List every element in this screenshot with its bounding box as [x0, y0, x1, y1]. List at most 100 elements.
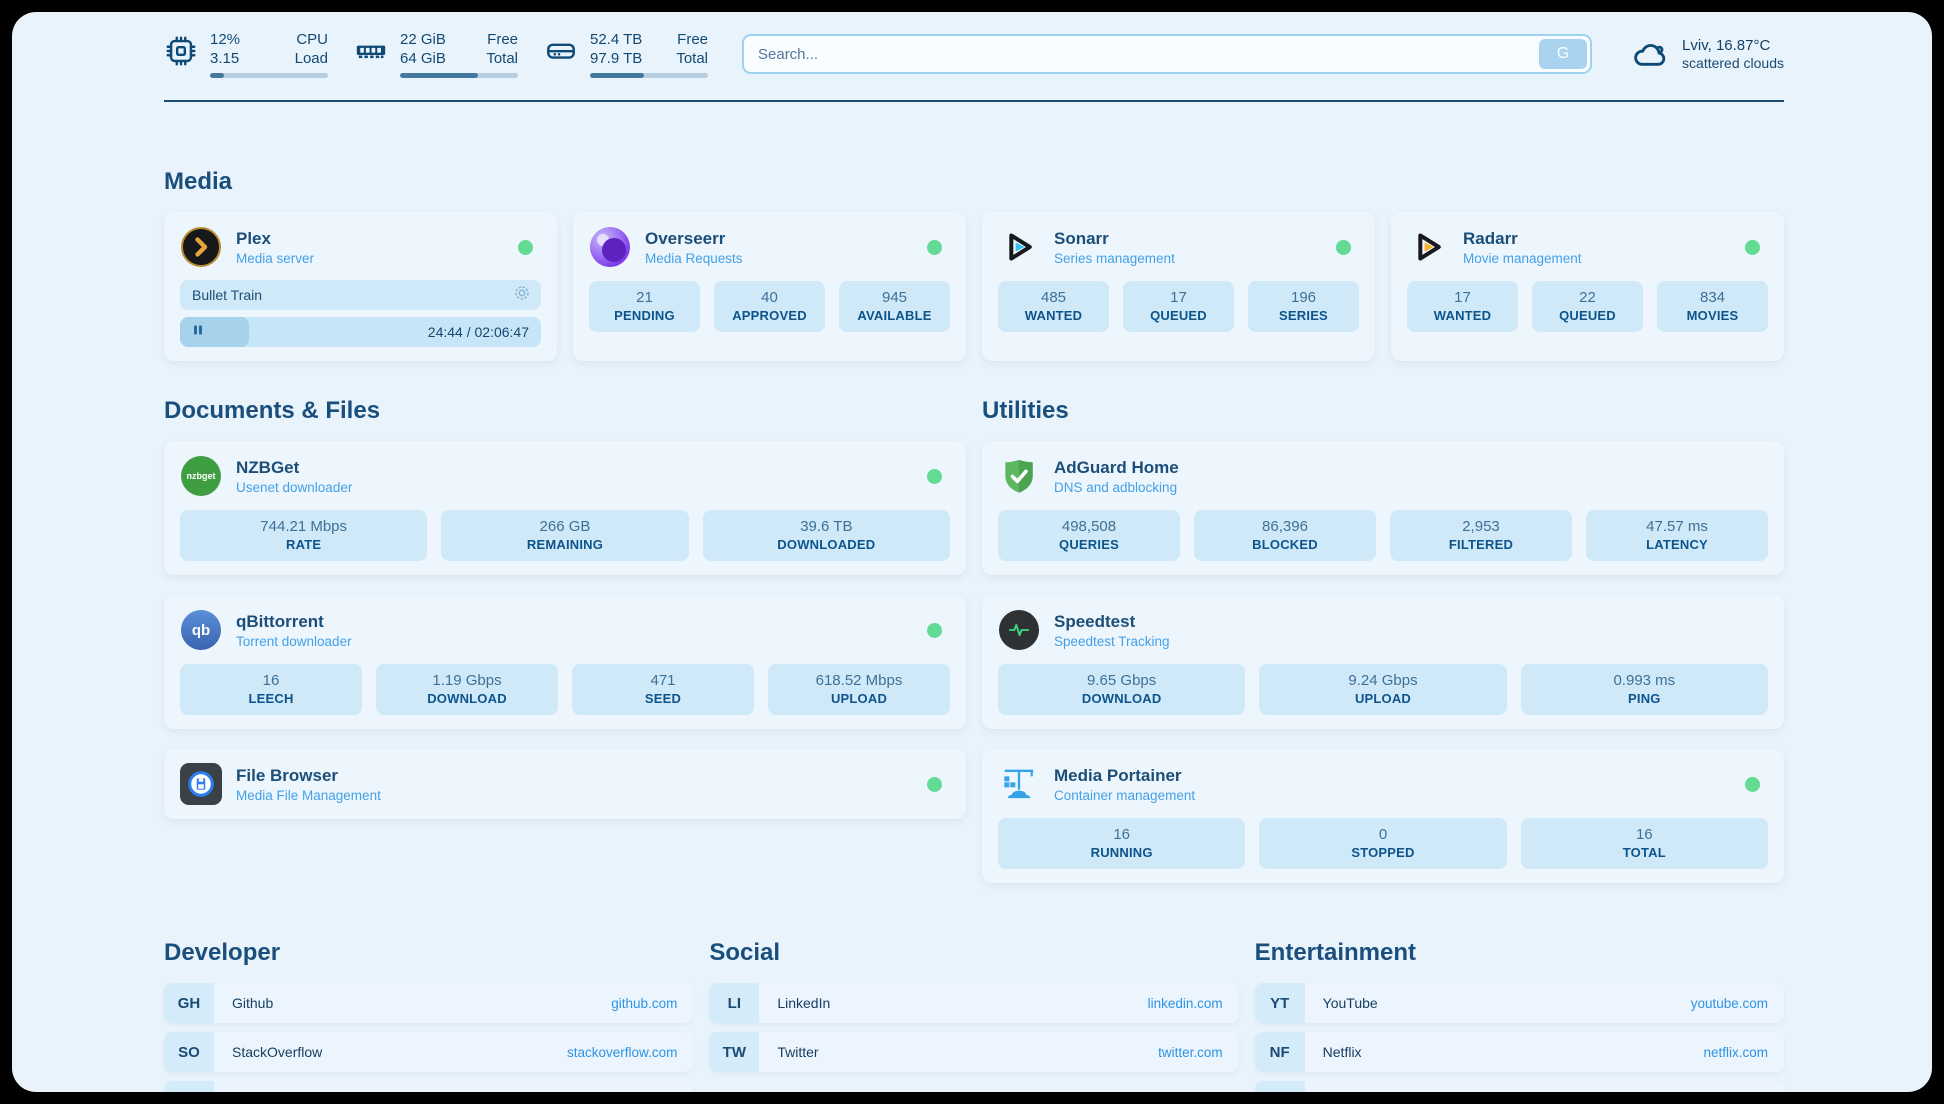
filebrowser-icon	[180, 763, 222, 805]
link-linkedin[interactable]: LI LinkedIn linkedin.com	[709, 983, 1239, 1023]
link-github[interactable]: GH Github github.com	[164, 983, 694, 1023]
radarr-icon	[1407, 226, 1449, 268]
link-abbr: NF	[1254, 1032, 1305, 1072]
stat-tile: 945 AVAILABLE	[839, 281, 950, 332]
app-description: Usenet downloader	[236, 479, 353, 495]
section-title-developer: Developer	[164, 939, 281, 966]
card-overseerr[interactable]: Overseerr Media Requests 21 PENDING 40 APP…	[573, 212, 966, 361]
card-adguard[interactable]: AdGuard Home DNS and adblocking 498,508 Q…	[982, 441, 1784, 575]
stat-tile: 17 WANTED	[1407, 281, 1518, 332]
sonarr-icon	[998, 226, 1040, 268]
stat-tile: 16 RUNNING	[998, 818, 1246, 869]
link-url: netflix.com	[1703, 1044, 1768, 1060]
ram-icon	[354, 34, 388, 68]
stat-tile: 0 STOPPED	[1259, 818, 1507, 869]
ram-total-value: 64 GiB	[400, 50, 446, 67]
weather-condition: scattered clouds	[1682, 55, 1784, 71]
app-description: Media File Management	[236, 787, 381, 803]
stat-tile: 39.6 TB DOWNLOADED	[702, 510, 950, 561]
link-youtube[interactable]: YT YouTube youtube.com	[1254, 983, 1784, 1023]
overseerr-icon	[589, 226, 631, 268]
playback-progress-bar[interactable]: 24:44 / 02:06:47	[180, 317, 541, 347]
nzbget-icon: nzbget	[180, 455, 222, 497]
link-name: Twitter	[777, 1044, 819, 1060]
link-name: StackOverflow	[232, 1044, 323, 1060]
link-abbr: YT	[1254, 983, 1305, 1023]
link-twitter[interactable]: TW Twitter twitter.com	[709, 1032, 1239, 1072]
search-input[interactable]	[744, 36, 1591, 72]
stat-tile: 618.52 Mbps UPLOAD	[768, 664, 950, 715]
cloud-icon	[1630, 34, 1670, 74]
status-badge	[518, 239, 533, 255]
top-bar: 12% 3.15 CPU Load	[164, 30, 1784, 78]
media-grid: Plex Media server Bullet Train 24:44 / 0…	[164, 212, 1784, 361]
status-badge	[927, 622, 942, 638]
stat-tile: 498,508 QUERIES	[998, 510, 1180, 561]
documents-column: Documents & Files nzbget NZBGet Usenet d…	[164, 361, 966, 883]
link-stackoverflow[interactable]: SO StackOverflow stackoverflow.com	[164, 1032, 694, 1072]
disk-total-value: 97.9 TB	[590, 50, 643, 67]
link-abbr: SO	[164, 1032, 214, 1072]
link-netflix[interactable]: NF Netflix netflix.com	[1254, 1032, 1784, 1072]
link-dev[interactable]: DT DEV dev.to	[164, 1081, 694, 1092]
plex-icon	[180, 226, 222, 268]
link-abbr: GH	[164, 983, 214, 1023]
app-name: Media Portainer	[1054, 765, 1182, 785]
stat-tile: 834 MOVIES	[1657, 281, 1768, 332]
app-description: Series management	[1054, 250, 1175, 266]
header-divider	[164, 100, 1784, 102]
link-abbr: TW	[709, 1032, 760, 1072]
pause-icon	[192, 323, 204, 341]
card-filebrowser[interactable]: File Browser Media File Management	[164, 749, 966, 819]
speedtest-icon	[998, 609, 1040, 651]
stat-tile: 9.65 Gbps DOWNLOAD	[998, 664, 1246, 715]
card-plex[interactable]: Plex Media server Bullet Train 24:44 / 0…	[164, 212, 557, 361]
app-name: File Browser	[236, 765, 339, 785]
stat-tile: 47.57 ms LATENCY	[1586, 510, 1768, 561]
weather-location: Lviv, 16.87°C	[1682, 37, 1771, 54]
app-name: qBittorrent	[236, 611, 324, 631]
stat-tile: 2,953 FILTERED	[1390, 510, 1572, 561]
search-bar: G	[742, 34, 1593, 74]
app-description: Torrent downloader	[236, 633, 352, 649]
app-description: DNS and adblocking	[1054, 479, 1178, 495]
cpu-label-bottom: Load	[294, 50, 328, 67]
playback-time: 24:44 / 02:06:47	[427, 324, 529, 340]
status-badge	[1336, 239, 1351, 255]
gear-icon[interactable]	[513, 284, 531, 307]
status-badge	[1745, 239, 1760, 255]
search-engine-button[interactable]: G	[1539, 39, 1588, 69]
disk-label-top: Free	[677, 31, 708, 48]
system-stats: 12% 3.15 CPU Load	[164, 30, 708, 78]
app-description: Movie management	[1463, 250, 1582, 266]
app-description: Container management	[1054, 787, 1196, 803]
link-name: Github	[232, 995, 274, 1011]
link-name: Netflix	[1322, 1044, 1362, 1060]
link-url: stackoverflow.com	[567, 1044, 678, 1060]
link-url: github.com	[611, 995, 678, 1011]
link-url: linkedin.com	[1147, 995, 1223, 1011]
dashboard-page: 12% 3.15 CPU Load	[12, 12, 1932, 1092]
cpu-usage-value: 12%	[210, 31, 241, 48]
status-badge	[927, 776, 942, 792]
stat-tile: 9.24 Gbps UPLOAD	[1259, 664, 1507, 715]
link-reddit[interactable]: RE Reddit reddit.com	[1254, 1081, 1784, 1092]
app-name: Plex	[236, 228, 271, 248]
ram-stat: 22 GiB 64 GiB Free Total	[354, 30, 518, 78]
card-speedtest[interactable]: Speedtest Speedtest Tracking 9.65 Gbps DO…	[982, 595, 1784, 729]
ram-label-top: Free	[487, 31, 518, 48]
stat-tile: 21 PENDING	[589, 281, 700, 332]
card-nzbget[interactable]: nzbget NZBGet Usenet downloader 744.21 M…	[164, 441, 966, 575]
disk-progress-bar	[590, 73, 708, 78]
section-title-entertainment: Entertainment	[1254, 939, 1417, 966]
card-radarr[interactable]: Radarr Movie management 17 WANTED 22 QUEUE…	[1391, 212, 1784, 361]
card-portainer[interactable]: Media Portainer Container management 16 R…	[982, 749, 1784, 883]
card-qbittorrent[interactable]: qb qBittorrent Torrent downloader 16 LEEC…	[164, 595, 966, 729]
portainer-icon	[998, 763, 1040, 805]
bookmark-group-social: Social LI LinkedIn linkedin.com TW Twitt…	[709, 883, 1239, 1092]
app-name: Overseerr	[645, 228, 726, 248]
card-sonarr[interactable]: Sonarr Series management 485 WANTED 17 QUE…	[982, 212, 1375, 361]
section-title-social: Social	[709, 939, 781, 966]
status-badge	[927, 468, 942, 484]
app-description: Media server	[236, 250, 315, 266]
